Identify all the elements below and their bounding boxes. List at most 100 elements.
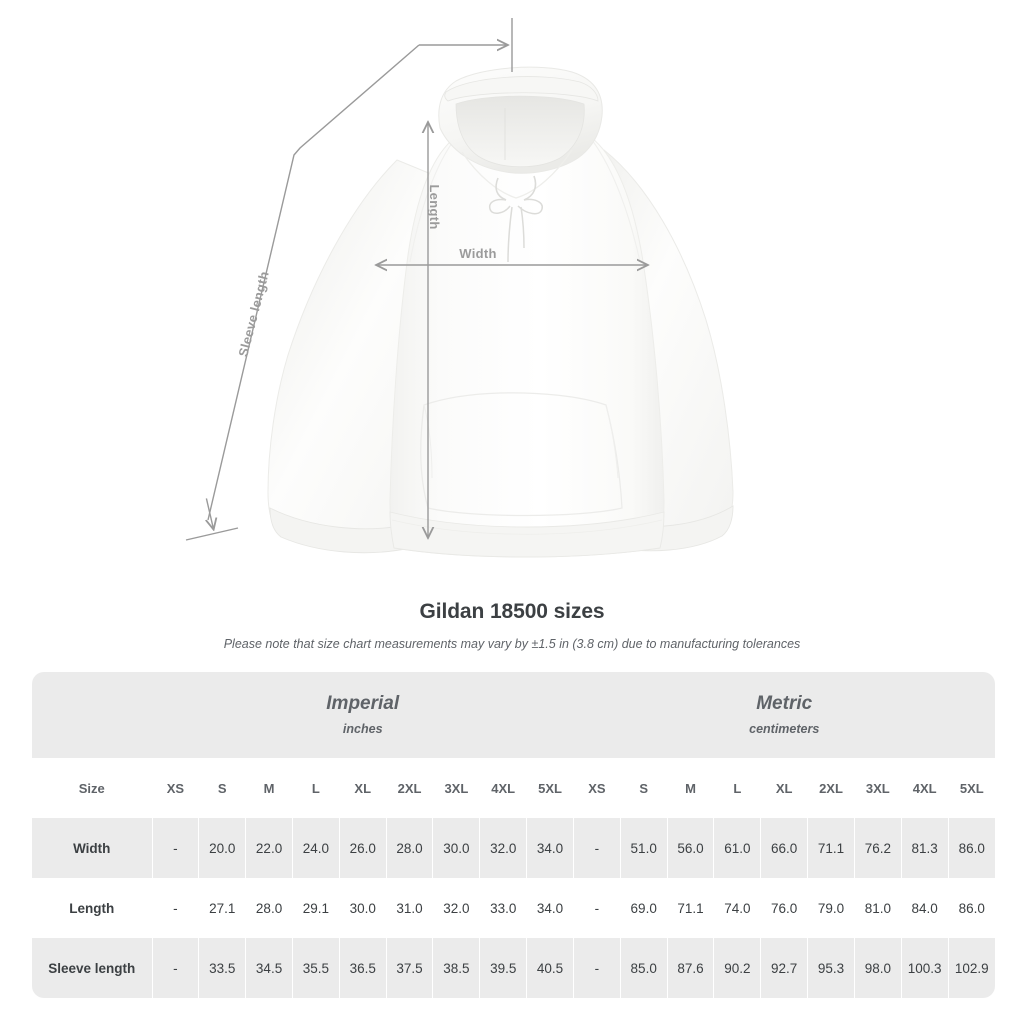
cell-length-imperial-3xl: 32.0 <box>432 878 481 938</box>
cell-width-metric-xs: - <box>573 818 621 878</box>
system-header-imperial: Imperial inches <box>152 672 574 758</box>
cell-width-metric-xl: 66.0 <box>760 818 809 878</box>
size-header-metric-4xl: 4XL <box>901 758 949 818</box>
cell-width-metric-5xl: 86.0 <box>948 818 995 878</box>
page-title: Gildan 18500 sizes <box>419 600 605 623</box>
table-row: Length -27.1 28.0 29.1 30.0 31.0 32.0 33.0 34.0-… <box>32 878 995 938</box>
cell-width-imperial-3xl: 30.0 <box>432 818 481 878</box>
cell-sleeve-length-metric-3xl: 98.0 <box>854 938 902 998</box>
cell-length-imperial-s: 27.1 <box>198 878 247 938</box>
cell-width-imperial-xl: 26.0 <box>339 818 387 878</box>
size-header-metric-xs: XS <box>573 758 621 818</box>
product-illustration: Sleeve length Length Width <box>185 18 734 558</box>
size-header-imperial-l: L <box>292 758 340 818</box>
size-header-imperial-4xl: 4XL <box>479 758 528 818</box>
measurement-system-row: Imperial inches Metric centimeters <box>32 672 995 758</box>
width-dimension: Width <box>376 246 648 265</box>
cell-length-metric-2xl: 79.0 <box>807 878 855 938</box>
cell-sleeve-length-metric-xs: - <box>573 938 621 998</box>
cell-length-imperial-xl: 30.0 <box>339 878 387 938</box>
size-header-metric-s: S <box>620 758 668 818</box>
system-header-metric: Metric centimeters <box>573 672 995 758</box>
cell-length-imperial-l: 29.1 <box>292 878 340 938</box>
length-dimension: Length <box>427 122 442 538</box>
cell-sleeve-length-imperial-2xl: 37.5 <box>386 938 434 998</box>
cell-width-metric-3xl: 76.2 <box>854 818 902 878</box>
cell-sleeve-length-metric-4xl: 100.3 <box>901 938 949 998</box>
system-header-spacer <box>32 672 152 758</box>
chart-heading: Gildan 18500 sizes Please note that size… <box>0 600 1024 651</box>
cell-sleeve-length-imperial-l: 35.5 <box>292 938 340 998</box>
size-header-metric-5xl: 5XL <box>948 758 995 818</box>
row-label-width: Width <box>32 818 153 878</box>
cell-width-imperial-m: 22.0 <box>245 818 293 878</box>
cell-sleeve-length-metric-5xl: 102.9 <box>948 938 995 998</box>
cell-width-imperial-l: 24.0 <box>292 818 340 878</box>
cell-length-imperial-4xl: 33.0 <box>479 878 528 938</box>
cell-length-metric-5xl: 86.0 <box>948 878 995 938</box>
size-header-metric-l: L <box>713 758 762 818</box>
cell-width-metric-m: 56.0 <box>667 818 715 878</box>
cell-width-imperial-4xl: 32.0 <box>479 818 528 878</box>
cell-sleeve-length-imperial-xs: - <box>152 938 200 998</box>
system-unit-metric: centimeters <box>749 721 820 736</box>
size-header-row: Size XS S M L XL 2XL 3XL 4XL 5XL XS S M L XL 2XL 3XL 4XL 5… <box>32 758 995 818</box>
tolerance-note: Please note that size chart measurements… <box>223 637 801 651</box>
size-chart-table: Imperial inches Metric centimeters Size X… <box>32 672 995 998</box>
cell-length-metric-s: 69.0 <box>620 878 668 938</box>
cell-width-imperial-2xl: 28.0 <box>386 818 434 878</box>
cell-sleeve-length-metric-2xl: 95.3 <box>807 938 855 998</box>
system-name-metric: Metric <box>756 693 813 715</box>
cell-length-metric-l: 74.0 <box>713 878 762 938</box>
size-header-imperial-xs: XS <box>152 758 200 818</box>
sleeve-length-label: Sleeve length <box>235 270 271 359</box>
system-name-imperial: Imperial <box>326 693 400 715</box>
cell-length-metric-4xl: 84.0 <box>901 878 949 938</box>
cell-width-imperial-xs: - <box>152 818 200 878</box>
size-header-imperial-m: M <box>245 758 293 818</box>
cell-sleeve-length-imperial-4xl: 39.5 <box>479 938 528 998</box>
table-row: Width -20.0 22.0 24.0 26.0 28.0 30.0 32.0 34.0-5… <box>32 818 995 878</box>
cell-sleeve-length-imperial-xl: 36.5 <box>339 938 387 998</box>
cell-length-metric-m: 71.1 <box>667 878 715 938</box>
cell-length-imperial-2xl: 31.0 <box>386 878 434 938</box>
size-header-metric-2xl: 2XL <box>807 758 855 818</box>
cell-sleeve-length-imperial-3xl: 38.5 <box>432 938 481 998</box>
cell-sleeve-length-imperial-5xl: 40.5 <box>526 938 574 998</box>
cell-length-imperial-m: 28.0 <box>245 878 293 938</box>
system-unit-imperial: inches <box>342 721 383 736</box>
row-label-length: Length <box>32 878 153 938</box>
cell-length-metric-xl: 76.0 <box>760 878 809 938</box>
cell-sleeve-length-metric-s: 85.0 <box>620 938 668 998</box>
cell-length-metric-3xl: 81.0 <box>854 878 902 938</box>
width-label: Width <box>459 246 496 261</box>
cell-sleeve-length-metric-l: 90.2 <box>713 938 762 998</box>
cell-sleeve-length-metric-xl: 92.7 <box>760 938 809 998</box>
size-header-imperial-5xl: 5XL <box>526 758 574 818</box>
cell-width-imperial-5xl: 34.0 <box>526 818 574 878</box>
size-header-imperial-2xl: 2XL <box>386 758 434 818</box>
cell-width-metric-s: 51.0 <box>620 818 668 878</box>
cell-length-metric-xs: - <box>573 878 621 938</box>
cell-width-imperial-s: 20.0 <box>198 818 247 878</box>
cell-sleeve-length-imperial-s: 33.5 <box>198 938 247 998</box>
length-label: Length <box>427 184 442 229</box>
size-column-header: Size <box>32 758 153 818</box>
size-header-imperial-s: S <box>198 758 247 818</box>
row-label-sleeve-length: Sleeve length <box>32 938 153 998</box>
size-header-metric-3xl: 3XL <box>854 758 902 818</box>
cell-sleeve-length-imperial-m: 34.5 <box>245 938 293 998</box>
size-header-metric-xl: XL <box>760 758 809 818</box>
size-header-metric-m: M <box>667 758 715 818</box>
cell-width-metric-2xl: 71.1 <box>807 818 855 878</box>
size-header-imperial-xl: XL <box>339 758 387 818</box>
cell-width-metric-4xl: 81.3 <box>901 818 949 878</box>
hoodie-graphic <box>267 66 734 558</box>
size-table-body: Width -20.0 22.0 24.0 26.0 28.0 30.0 32.0 34.0-5… <box>32 818 995 998</box>
cell-length-imperial-5xl: 34.0 <box>526 878 574 938</box>
cell-length-imperial-xs: - <box>152 878 200 938</box>
table-row: Sleeve length -33.5 34.5 35.5 36.5 37.5 38.5 39… <box>32 938 995 998</box>
size-header-imperial-3xl: 3XL <box>432 758 481 818</box>
cell-sleeve-length-metric-m: 87.6 <box>667 938 715 998</box>
cell-width-metric-l: 61.0 <box>713 818 762 878</box>
